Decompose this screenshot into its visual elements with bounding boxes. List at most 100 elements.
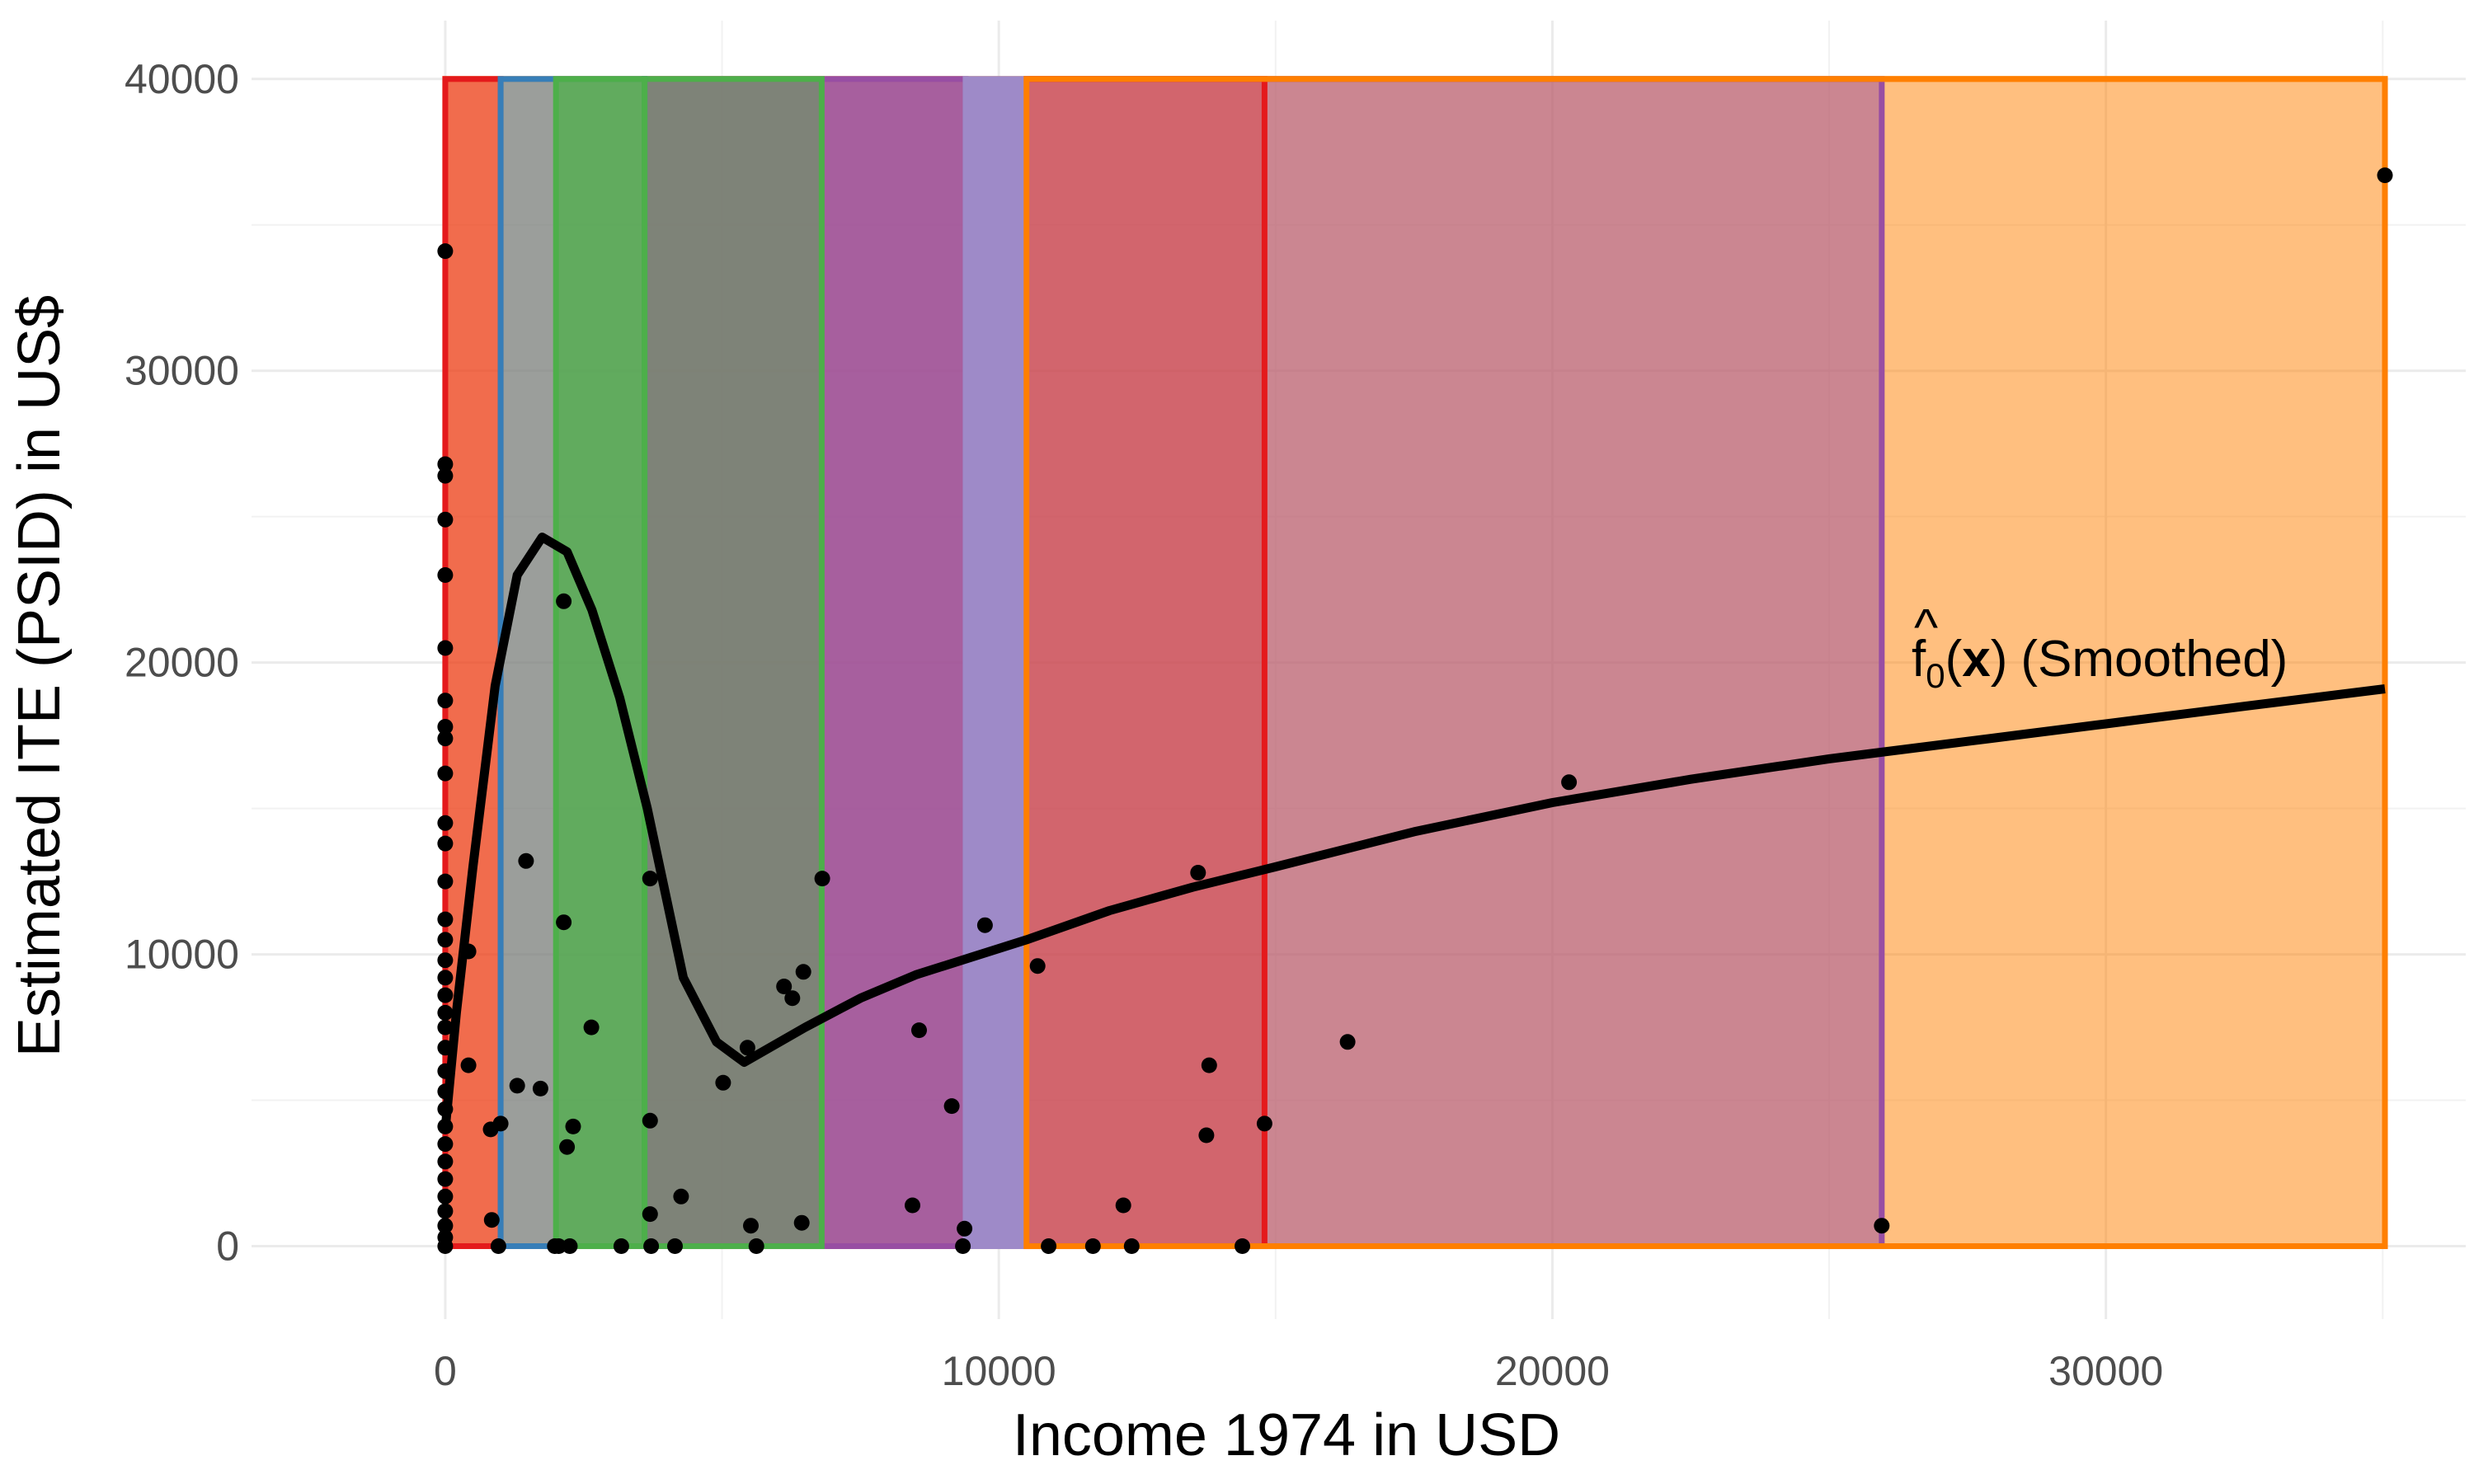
data-point [793, 1214, 810, 1231]
annotation-f: f [1912, 631, 1926, 688]
data-point [1190, 865, 1206, 881]
data-point [556, 593, 572, 609]
data-point [743, 1218, 759, 1234]
y-tick-label: 10000 [125, 932, 239, 978]
smoothed-line [440, 533, 2386, 1130]
x-axis-title: Income 1974 in USD [1013, 1402, 1560, 1468]
data-point [460, 1057, 477, 1073]
data-point [957, 1220, 973, 1237]
data-point [643, 1238, 660, 1254]
data-point [562, 1238, 578, 1254]
data-point [437, 1218, 454, 1234]
data-point [2377, 167, 2393, 184]
data-point [437, 815, 454, 831]
data-point [667, 1238, 683, 1254]
data-point [583, 1019, 600, 1036]
y-tick-label: 20000 [125, 640, 239, 686]
data-point [1256, 1115, 1272, 1132]
data-point [437, 567, 454, 583]
data-point [483, 1212, 500, 1228]
data-point [1874, 1218, 1890, 1234]
data-point [911, 1022, 927, 1039]
data-point [437, 1203, 454, 1219]
scatter-points [437, 167, 2393, 1254]
data-point [437, 1188, 454, 1205]
region-2 [1023, 76, 1885, 1250]
smoothed-line-path [440, 533, 2386, 1130]
data-point [905, 1197, 920, 1214]
data-point [437, 719, 454, 735]
data-point [556, 914, 572, 931]
region-9 [962, 76, 1030, 1250]
data-point [642, 1112, 658, 1129]
x-tick-label: 10000 [942, 1348, 1056, 1394]
data-point [437, 987, 454, 1003]
data-point [1198, 1127, 1215, 1144]
annotation-open-paren: ( [1945, 631, 1963, 688]
data-point [1339, 1034, 1356, 1050]
data-point [437, 640, 454, 656]
data-point [559, 1139, 576, 1155]
data-point [613, 1238, 629, 1254]
x-tick-label: 30000 [2048, 1348, 2163, 1394]
data-point [784, 990, 801, 1007]
data-point [437, 456, 454, 472]
x-axis-ticks: 0 10000 20000 30000 [434, 1348, 2163, 1394]
data-point [642, 1206, 658, 1223]
annotation-close-paren: ) [1991, 631, 2008, 688]
data-point [437, 1004, 454, 1021]
data-point [437, 911, 454, 928]
y-tick-label: 30000 [125, 348, 239, 394]
data-point [437, 1118, 454, 1134]
data-point [565, 1118, 581, 1134]
region-10 [1023, 76, 2388, 1250]
data-point [437, 873, 454, 890]
data-point [437, 1238, 454, 1254]
data-point [437, 1040, 454, 1056]
y-tick-label: 40000 [125, 56, 239, 102]
data-point [437, 1019, 454, 1036]
data-point [437, 467, 454, 484]
data-point [490, 1238, 506, 1254]
data-point [532, 1080, 548, 1097]
data-point [955, 1238, 971, 1254]
data-point [976, 917, 993, 933]
data-point [437, 835, 454, 852]
data-point [437, 932, 454, 948]
data-point [943, 1098, 960, 1115]
data-point [437, 1171, 454, 1187]
data-point [748, 1238, 764, 1254]
data-point [795, 964, 811, 980]
data-point [437, 765, 454, 782]
data-point [437, 1136, 454, 1153]
annotation-subscript: 0 [1926, 656, 1945, 695]
data-point [715, 1074, 731, 1091]
data-point [776, 979, 793, 994]
region-8 [553, 76, 648, 1250]
region-5 [642, 76, 825, 1250]
data-point [518, 852, 534, 869]
data-point [1029, 958, 1046, 974]
data-point [1084, 1238, 1101, 1254]
data-point [642, 871, 658, 887]
data-point [437, 952, 454, 969]
data-point [1041, 1238, 1057, 1254]
svg-text:f0(x)(Smoothed): f0(x) (Smoothed) [1912, 631, 2288, 695]
data-point [1235, 1238, 1250, 1254]
annotation-x: x [1962, 631, 1991, 688]
annotation-smoothed-text: (Smoothed) [2020, 631, 2288, 688]
data-point [739, 1040, 755, 1056]
data-point [551, 1238, 567, 1254]
data-point [437, 511, 454, 528]
y-tick-label: 0 [216, 1223, 239, 1270]
data-point [492, 1115, 509, 1132]
data-point [1123, 1238, 1140, 1254]
data-point [437, 693, 454, 709]
data-point [509, 1078, 525, 1094]
x-tick-label: 0 [434, 1348, 457, 1394]
data-point [460, 943, 477, 960]
data-point [1201, 1057, 1217, 1073]
data-point [437, 1153, 454, 1170]
x-tick-label: 20000 [1495, 1348, 1610, 1394]
